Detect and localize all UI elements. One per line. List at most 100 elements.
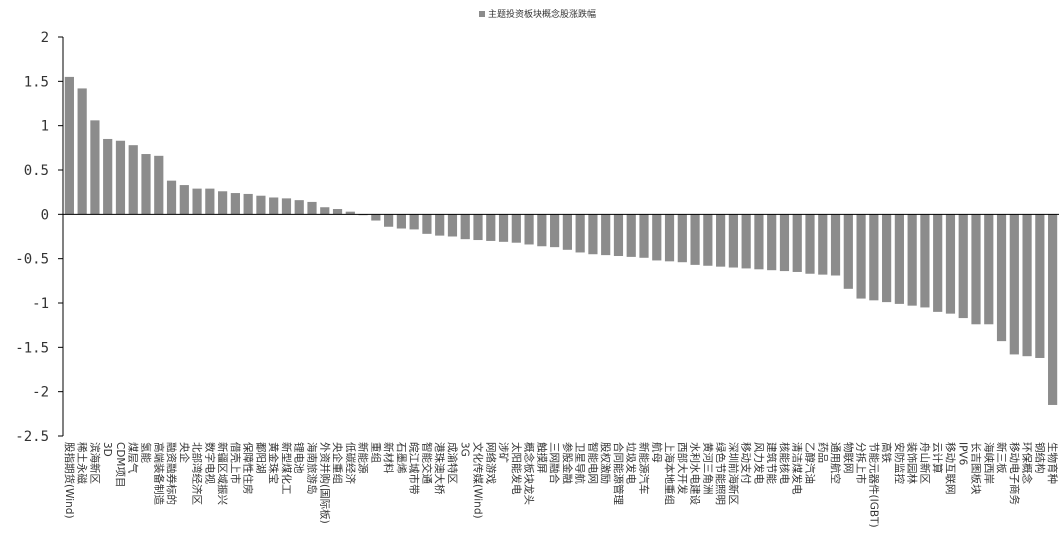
bar	[945, 214, 956, 314]
category-label: 触摸屏	[535, 442, 548, 474]
category-label: 股指期货(Wind)	[63, 442, 76, 519]
bar	[1035, 214, 1045, 358]
category-label: 锂电池	[293, 442, 306, 474]
category-label: 股权激励	[599, 442, 612, 484]
category-label: 云计算	[931, 442, 944, 474]
category-label: 分拆上市	[855, 442, 868, 484]
bar	[115, 140, 126, 215]
bar	[154, 155, 164, 215]
bar	[767, 214, 777, 271]
y-tick-label: -2.5	[15, 429, 49, 445]
category-label: 绿色节能照明	[714, 442, 727, 505]
y-tick-label: 2	[41, 30, 49, 46]
bar	[703, 214, 713, 266]
bar	[984, 214, 994, 325]
bar	[639, 214, 649, 258]
category-label: 海南旅游岛	[306, 442, 319, 495]
category-label: 航母	[650, 442, 663, 463]
category-label: 高端装备制造	[152, 442, 165, 505]
plot-area: 2 1.5 1 0.5 0 -0.5 -1 -1.5 -2 -2.5 股指期货(Wind) 稀土永磁滨…	[15, 30, 1059, 528]
category-label: 生物育种	[1046, 442, 1059, 484]
bar	[141, 154, 151, 215]
bar	[664, 214, 675, 262]
y-tick-label: 1.5	[24, 74, 49, 90]
bar	[728, 214, 738, 268]
category-label: 药品	[816, 442, 828, 463]
bar	[128, 145, 138, 215]
category-label: 节能元器件(IGBT)	[867, 442, 880, 528]
category-label: 装饰园林	[906, 442, 919, 484]
category-label: 央企重组	[331, 442, 344, 484]
bar	[971, 214, 981, 325]
bar	[830, 214, 841, 276]
category-label: 黄金珠宝	[267, 442, 280, 484]
bar	[498, 214, 509, 242]
category-label: 概念板块龙头	[523, 442, 536, 505]
y-tick-label: 0	[41, 207, 49, 223]
bar	[243, 193, 253, 215]
bar	[677, 214, 687, 263]
category-label: 借壳上市	[229, 442, 242, 484]
category-label: 环保概念	[1021, 442, 1034, 484]
bar	[256, 195, 266, 215]
bar	[626, 214, 636, 257]
bar	[894, 214, 904, 304]
category-label: CDM项目	[114, 442, 126, 487]
category-label: 高铁	[880, 442, 893, 463]
category-label: 外资并购(国际板)	[318, 442, 331, 524]
category-label: 乙醇汽油	[804, 442, 817, 484]
category-label: 港珠澳大桥	[433, 442, 446, 495]
bar	[166, 180, 177, 215]
category-label: 数字电视	[203, 442, 216, 484]
bar	[690, 214, 700, 265]
category-label: 3D	[101, 442, 113, 457]
category-label: 新材料	[382, 442, 395, 474]
bar	[332, 209, 343, 215]
bar	[537, 214, 547, 247]
category-label: 黄河三角洲	[701, 442, 714, 495]
bar	[588, 214, 598, 255]
category-label: 智能电网	[586, 442, 599, 484]
bar	[269, 197, 279, 215]
category-label: 水利水电建设	[689, 442, 702, 505]
category-label: 新能源汽车	[638, 442, 651, 495]
category-label: 西部大开发	[676, 442, 689, 495]
bar	[1048, 214, 1058, 405]
bar	[907, 214, 917, 306]
bar	[792, 214, 802, 272]
category-label: IPV6	[957, 442, 969, 466]
bar	[396, 214, 406, 229]
bar	[192, 188, 202, 215]
category-label: 央企	[178, 442, 191, 463]
bar	[422, 214, 432, 234]
category-label: 稀土永磁	[76, 442, 89, 484]
category-label: 煤层气	[127, 442, 140, 474]
category-label: 三网融合	[548, 442, 561, 484]
bar	[486, 214, 496, 241]
y-tick-label: 0.5	[24, 163, 49, 179]
category-label: 舟山新区	[918, 442, 931, 484]
bar	[613, 214, 624, 257]
bar	[90, 120, 100, 215]
bar	[920, 214, 930, 308]
category-label: 石墨烯	[395, 442, 408, 474]
category-label: 3G	[459, 442, 471, 457]
bar	[933, 214, 943, 312]
bar	[460, 214, 470, 240]
bar	[958, 214, 968, 319]
bar	[371, 214, 381, 221]
category-label: 移动互联网	[944, 442, 957, 495]
category-label: 参股金融	[561, 442, 574, 484]
bar	[652, 214, 662, 261]
bar	[869, 214, 879, 301]
category-label: 太阳能发电	[510, 442, 523, 495]
bar	[320, 207, 330, 215]
y-tick-label: -2	[32, 385, 49, 401]
category-label: 低碳经济	[344, 442, 357, 484]
category-label: 合同能源管理	[612, 442, 625, 505]
category-label: 安防监控	[893, 442, 906, 484]
bar	[818, 214, 828, 275]
category-label: 滨海新区	[88, 442, 101, 484]
bar	[882, 214, 892, 303]
bar	[307, 201, 317, 215]
